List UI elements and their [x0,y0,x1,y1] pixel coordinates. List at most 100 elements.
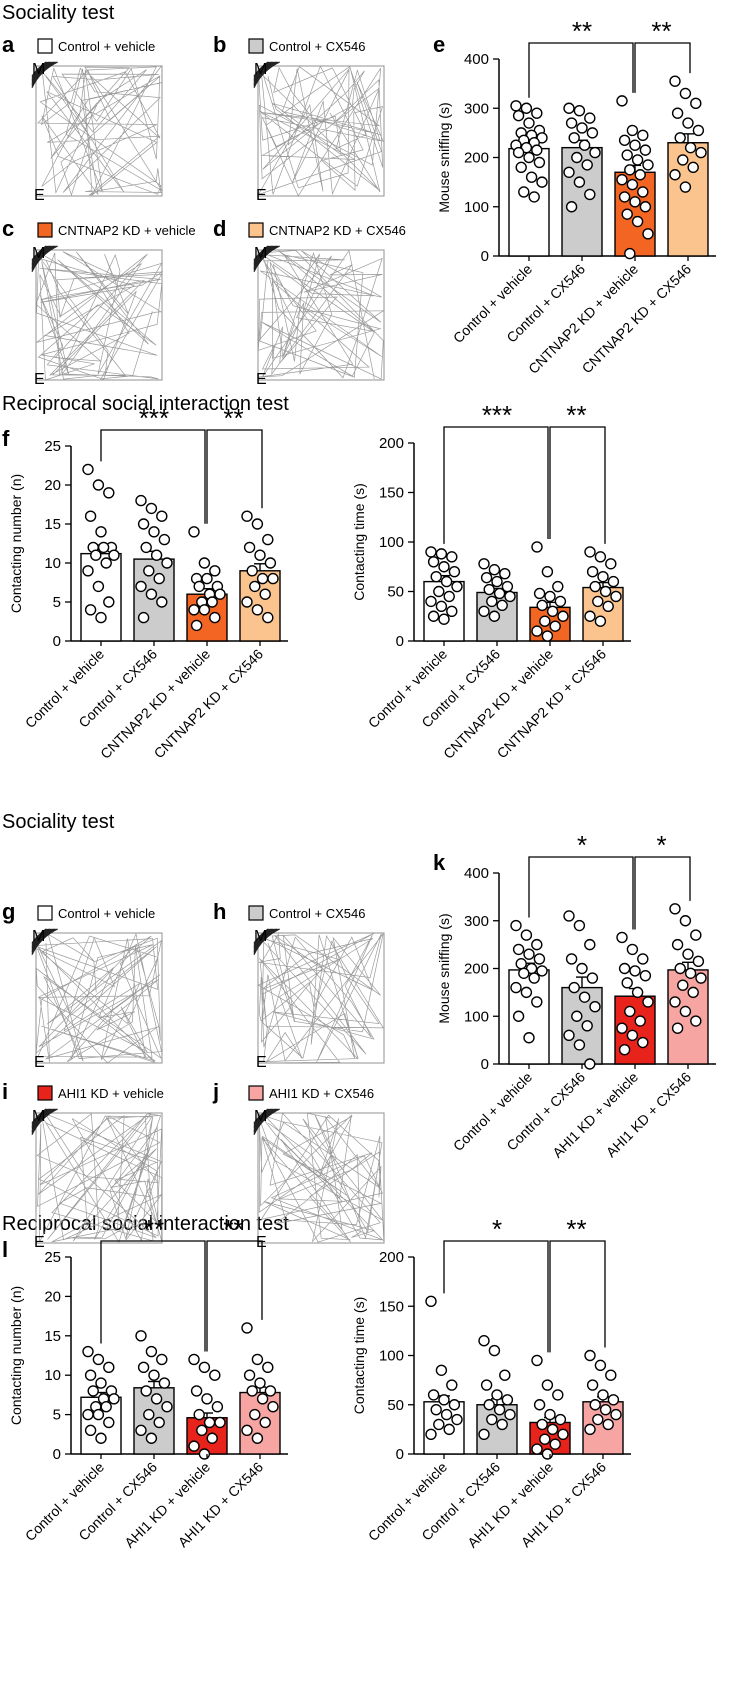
data-point [682,948,694,960]
data-point [541,630,554,642]
legend-label: AHI1 KD + CX546 [269,1086,374,1101]
data-point [501,1394,514,1406]
data-point [571,1010,583,1022]
data-point [520,986,533,999]
significance-bracket [206,1240,263,1352]
data-point [669,996,681,1008]
data-point [137,1361,150,1374]
data-point [695,146,707,159]
data-point [528,972,540,984]
data-point [451,1413,463,1426]
panel-letter: e [433,32,445,57]
data-point [504,590,516,603]
data-point [563,166,575,178]
data-point [626,178,639,191]
arena-outline [257,932,385,1064]
legend-label: CNTNAP2 KD + vehicle [58,223,196,238]
data-point [448,566,461,578]
data-point [443,1423,455,1436]
data-point [82,463,94,476]
data-point [243,1369,256,1381]
data-point [584,112,596,124]
y-tick-label: 10 [44,1367,61,1384]
data-point [446,551,458,563]
significance-bracket [528,42,634,98]
data-point [446,605,458,617]
panel-letter: b [213,32,226,57]
significance-label: ** [144,1214,164,1244]
data-point [642,159,654,171]
data-point [148,1369,160,1381]
panel-letter: d [213,216,226,241]
data-point [82,565,94,577]
data-point [92,1353,105,1366]
data-point [565,201,578,213]
data-point [214,1416,226,1429]
data-point [531,1443,543,1455]
data-point [563,1029,575,1042]
significance-bracket [100,1240,206,1352]
data-point [254,549,266,561]
data-point [140,1385,152,1397]
data-point [539,1433,551,1445]
y-tick-label: 200 [464,961,489,978]
data-point [621,208,633,220]
data-point [438,613,450,625]
data-point [84,1369,97,1381]
data-point [520,102,533,114]
data-point [425,1428,437,1441]
y-tick-label: 25 [44,438,61,455]
significance-label: * [492,1214,502,1244]
panel-letter: l [2,1237,8,1262]
panel-letter: k [433,850,446,875]
data-point [515,958,527,970]
data-point [201,1393,213,1405]
y-tick-label: 100 [379,534,404,551]
significance-label: * [577,830,587,860]
significance-label: *** [482,400,512,430]
significance-bracket [100,429,206,524]
data-point [198,1361,211,1374]
data-point [690,929,702,941]
movement-trace [257,249,385,380]
data-point [573,919,586,932]
data-point [478,1428,490,1441]
data-point [440,1408,453,1421]
data-point [626,1029,639,1042]
legend-swatch [248,38,264,54]
data-point [504,1408,516,1421]
data-point [554,595,567,608]
data-point [425,1295,437,1308]
marker-top: M [32,928,45,945]
data-point [546,1423,559,1436]
marker-bottom: E [256,1054,267,1071]
data-point [203,1416,216,1429]
data-point [156,596,168,608]
y-tick-label: 0 [481,248,489,265]
data-point [446,1379,458,1391]
corner-density-trace [31,1108,58,1135]
data-point [267,1401,279,1413]
data-point [597,570,609,583]
data-point [674,962,686,975]
data-point [82,1408,94,1421]
data-point [669,75,681,87]
data-point [642,228,654,240]
y-axis-label: Contacting number (n) [8,474,24,613]
data-point [536,1418,548,1431]
significance-bracket [443,426,549,544]
data-point [435,1364,448,1376]
data-point [669,169,681,181]
data-point [198,557,211,569]
data-point [153,572,165,585]
data-point [671,107,684,119]
panel-letter: g [2,899,15,924]
data-point [525,171,538,183]
data-point [209,1369,221,1381]
data-point [158,1377,171,1389]
data-point [259,588,271,600]
